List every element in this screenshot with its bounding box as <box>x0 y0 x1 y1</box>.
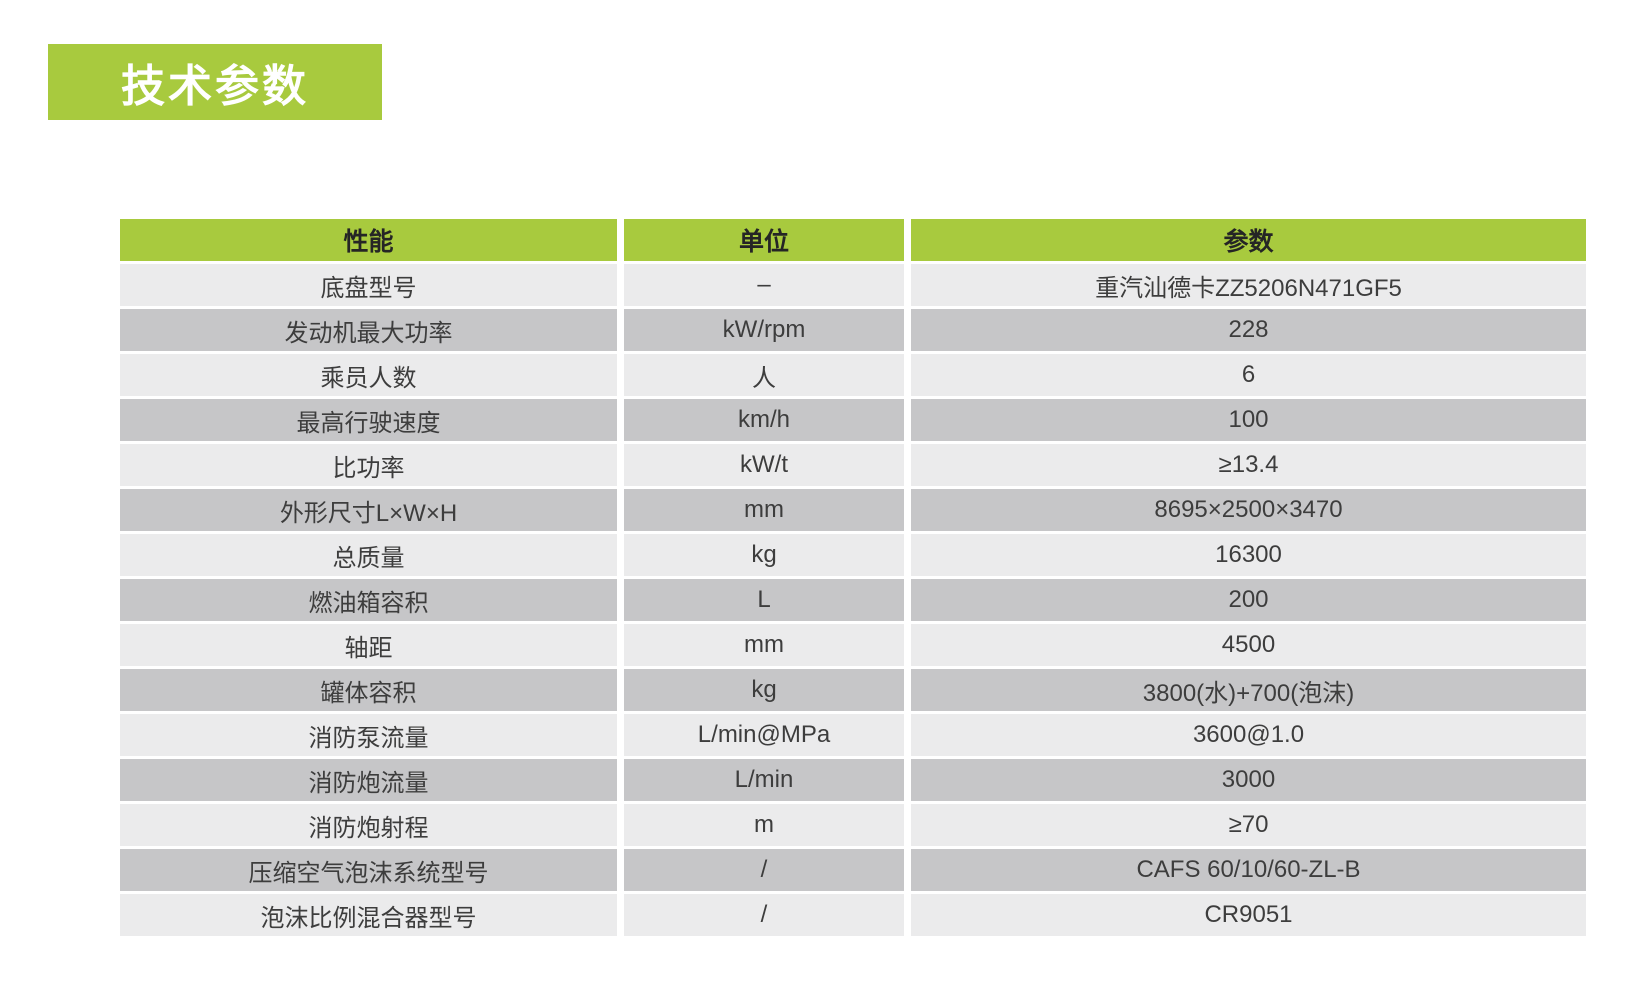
property-cell: 压缩空气泡沫系统型号 <box>120 849 617 891</box>
property-cell: 轴距 <box>120 624 617 666</box>
unit-cell: km/h <box>624 399 904 441</box>
unit-cell: L/min <box>624 759 904 801</box>
unit-cell: mm <box>624 489 904 531</box>
unit-cell: kW/rpm <box>624 309 904 351</box>
value-cell: CR9051 <box>911 894 1586 936</box>
value-cell: 6 <box>911 354 1586 396</box>
unit-cell: L <box>624 579 904 621</box>
specs-table: 性能 单位 参数 底盘型号 – 重汽汕德卡ZZ5206N471GF5 发动机最大… <box>120 219 1586 936</box>
unit-cell: kW/t <box>624 444 904 486</box>
unit-cell: kg <box>624 534 904 576</box>
value-cell: 3000 <box>911 759 1586 801</box>
unit-cell: m <box>624 804 904 846</box>
unit-cell: – <box>624 264 904 306</box>
value-cell: ≥13.4 <box>911 444 1586 486</box>
value-cell: 228 <box>911 309 1586 351</box>
property-cell: 外形尺寸L×W×H <box>120 489 617 531</box>
column-header-parameter: 参数 <box>911 219 1586 261</box>
value-cell: 100 <box>911 399 1586 441</box>
property-cell: 最高行驶速度 <box>120 399 617 441</box>
property-cell: 发动机最大功率 <box>120 309 617 351</box>
unit-cell: mm <box>624 624 904 666</box>
property-cell: 消防泵流量 <box>120 714 617 756</box>
value-cell: 4500 <box>911 624 1586 666</box>
column-header-unit: 单位 <box>624 219 904 261</box>
property-cell: 比功率 <box>120 444 617 486</box>
unit-cell: 人 <box>624 354 904 396</box>
value-cell: 重汽汕德卡ZZ5206N471GF5 <box>911 264 1586 306</box>
column-header-performance: 性能 <box>120 219 617 261</box>
unit-cell: L/min@MPa <box>624 714 904 756</box>
value-cell: 3800(水)+700(泡沫) <box>911 669 1586 711</box>
property-cell: 底盘型号 <box>120 264 617 306</box>
unit-cell: kg <box>624 669 904 711</box>
property-cell: 罐体容积 <box>120 669 617 711</box>
property-cell: 乘员人数 <box>120 354 617 396</box>
value-cell: 16300 <box>911 534 1586 576</box>
value-cell: 8695×2500×3470 <box>911 489 1586 531</box>
value-cell: CAFS 60/10/60-ZL-B <box>911 849 1586 891</box>
unit-cell: / <box>624 849 904 891</box>
property-cell: 燃油箱容积 <box>120 579 617 621</box>
value-cell: 3600@1.0 <box>911 714 1586 756</box>
property-cell: 消防炮射程 <box>120 804 617 846</box>
page-title: 技术参数 <box>48 44 382 120</box>
value-cell: 200 <box>911 579 1586 621</box>
value-cell: ≥70 <box>911 804 1586 846</box>
property-cell: 泡沫比例混合器型号 <box>120 894 617 936</box>
property-cell: 总质量 <box>120 534 617 576</box>
property-cell: 消防炮流量 <box>120 759 617 801</box>
unit-cell: / <box>624 894 904 936</box>
